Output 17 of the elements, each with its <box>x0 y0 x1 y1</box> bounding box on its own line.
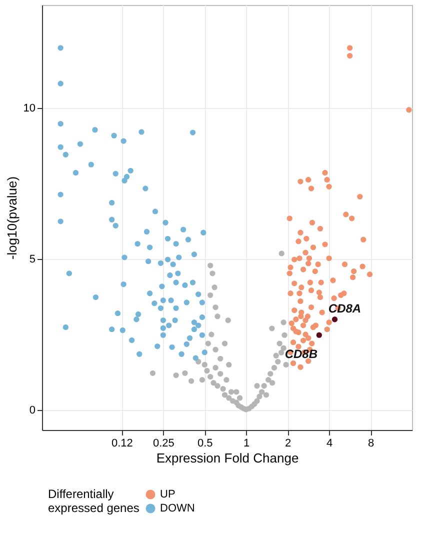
x-tick-label: 4 <box>326 438 333 450</box>
annotation: CD8B <box>284 347 318 362</box>
x-axis-title: Expression Fold Change <box>156 450 299 466</box>
x-tick-label: 0.12 <box>111 438 133 450</box>
legend-title: Differentially expressed genes <box>48 487 140 515</box>
x-tick-label: 0.25 <box>152 438 174 450</box>
y-tick-label: 10 <box>23 102 36 114</box>
y-tick-label: 5 <box>29 253 36 266</box>
x-tick-label: 8 <box>368 438 374 450</box>
x-tick-label: 2 <box>285 438 292 450</box>
annotation: CD8A <box>328 301 362 316</box>
x-tick-label: 1 <box>244 438 250 450</box>
y-tick-label: 0 <box>29 404 36 417</box>
legend-label: DOWN <box>160 502 195 514</box>
y-axis-title: -log10(pvalue) <box>4 176 20 260</box>
legend-label: UP <box>160 488 176 500</box>
x-tick-label: 0.5 <box>197 438 213 450</box>
